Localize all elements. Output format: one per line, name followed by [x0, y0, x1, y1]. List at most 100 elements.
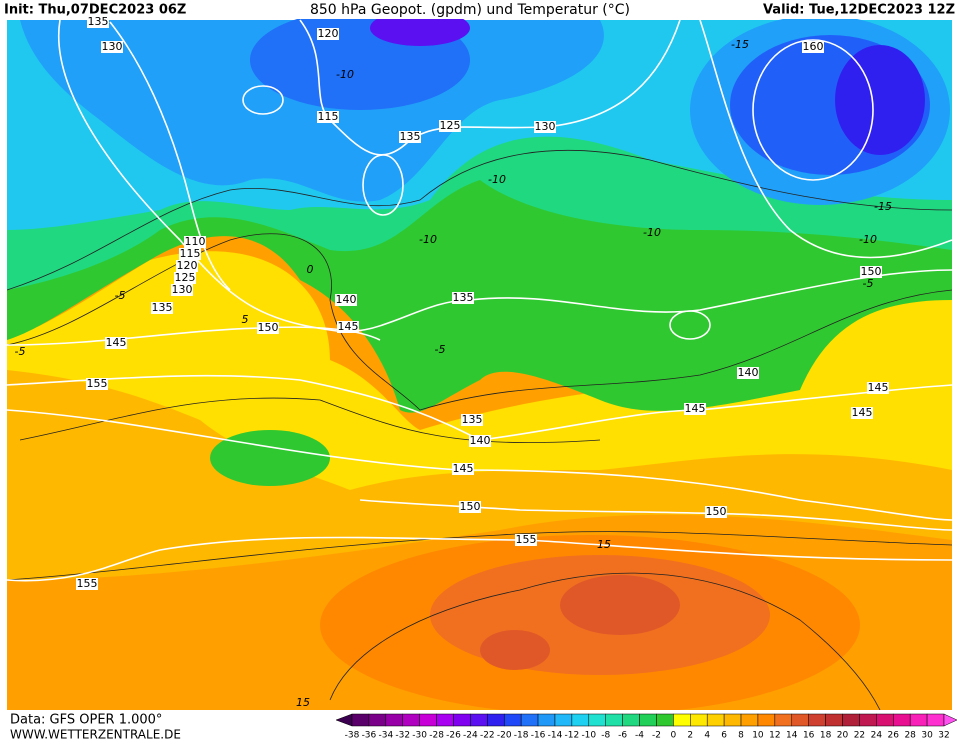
geopotential-label: 150	[258, 321, 279, 334]
scale-swatch	[740, 713, 759, 727]
label-box	[86, 378, 108, 390]
scale-label: 12	[769, 731, 780, 741]
geopotential-label: 145	[338, 320, 359, 333]
scale-swatch	[605, 713, 623, 727]
scale-label: 8	[738, 731, 744, 741]
scale-swatch	[673, 713, 691, 727]
temperature-band	[7, 251, 952, 490]
scale-swatch	[588, 713, 606, 727]
scale-label: 26	[888, 731, 900, 741]
scale-swatch	[859, 713, 877, 727]
temperature-label: -10	[643, 226, 661, 239]
scale-swatch	[639, 713, 657, 727]
scale-swatch	[453, 713, 471, 727]
label-box	[452, 463, 474, 475]
label-box	[105, 337, 127, 349]
temperature-label: -15	[874, 200, 892, 213]
geopotential-label: 145	[453, 462, 474, 475]
temperature-label: -5	[435, 343, 446, 356]
temperature-label: -10	[859, 233, 877, 246]
scale-label: 22	[854, 731, 865, 741]
init-time: Init: Thu,07DEC2023 06Z	[4, 3, 186, 18]
geopotential-label: 130	[102, 40, 123, 53]
geopotential-label: 160	[803, 40, 824, 53]
scale-label: -2	[652, 731, 661, 741]
geopotential-label: 125	[175, 271, 196, 284]
label-box	[802, 41, 824, 53]
temperature-label: -15	[731, 38, 749, 51]
scale-label: 6	[721, 731, 727, 741]
label-box	[705, 506, 727, 518]
label-box	[151, 302, 173, 314]
temperature-label: 15	[296, 696, 310, 709]
temperature-label: -10	[488, 173, 506, 186]
temperature-label: 0	[307, 263, 314, 276]
label-box	[87, 16, 109, 28]
scale-label: -12	[565, 731, 580, 741]
scale-label: -34	[378, 731, 393, 741]
scale-swatch	[706, 713, 725, 727]
scale-swatch	[351, 713, 370, 727]
geopotential-label: 135	[152, 301, 173, 314]
cold-core	[835, 45, 925, 155]
label-box	[171, 284, 193, 296]
label-box	[469, 435, 491, 447]
label-box	[76, 578, 98, 590]
temperature-label: -10	[336, 68, 354, 81]
label-box	[179, 248, 201, 260]
scale-label: -4	[635, 731, 644, 741]
label-box	[257, 322, 279, 334]
scale-swatch	[503, 713, 522, 727]
label-box	[737, 367, 759, 379]
geopotential-label: 135	[462, 413, 483, 426]
scale-label: -8	[601, 731, 610, 741]
label-box	[439, 120, 461, 132]
scale-swatch	[825, 713, 843, 727]
scale-label: 4	[704, 731, 710, 741]
scale-label: 20	[837, 731, 849, 741]
geopotential-label: 120	[177, 259, 198, 272]
valid-time: Valid: Tue,12DEC2023 12Z	[763, 3, 955, 18]
scale-swatch	[876, 713, 894, 727]
scale-swatch	[656, 713, 674, 727]
scale-label: -38	[345, 731, 360, 741]
scale-label: -24	[463, 731, 478, 741]
scale-swatch	[436, 713, 454, 727]
scale-swatch	[723, 713, 742, 727]
geopotential-label: 145	[868, 381, 889, 394]
scale-swatch	[808, 713, 826, 727]
geopotential-label: 145	[852, 406, 873, 419]
geopotential-label: 115	[318, 110, 339, 123]
scale-swatch	[893, 713, 911, 727]
temperature-label: -5	[863, 277, 874, 290]
website: WWW.WETTERZENTRALE.DE	[10, 728, 181, 741]
scale-swatch	[487, 713, 505, 727]
scale-swatch	[909, 713, 928, 727]
label-box	[174, 272, 196, 284]
scale-label: -28	[429, 731, 444, 741]
label-box	[317, 28, 339, 40]
scale-label: 24	[871, 731, 883, 741]
temperature-label: 15	[597, 538, 611, 551]
scale-swatch	[791, 713, 809, 727]
label-box	[184, 236, 206, 248]
scale-label: -36	[362, 731, 377, 741]
label-box	[860, 266, 882, 278]
scale-label: -30	[412, 731, 427, 741]
scale-label: 18	[820, 731, 832, 741]
scale-label: 10	[752, 731, 764, 741]
geopotential-label: 125	[440, 119, 461, 132]
scale-label: 14	[786, 731, 798, 741]
label-box	[101, 41, 123, 53]
scale-label: 2	[687, 731, 693, 741]
geopotential-contours	[6, 19, 953, 582]
scale-label: -26	[446, 731, 461, 741]
map	[6, 10, 953, 715]
geopotential-label: 135	[400, 130, 421, 143]
scale-arrow	[943, 713, 958, 727]
temperature-blob	[210, 430, 330, 486]
scale-swatch	[571, 713, 590, 727]
scale-swatch	[926, 713, 945, 727]
scale-label: -22	[480, 731, 495, 741]
